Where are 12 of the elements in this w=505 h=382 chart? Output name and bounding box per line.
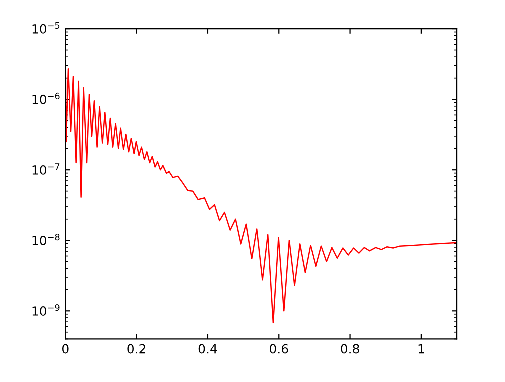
- y-tick-label: 10$^{−7}$: [32, 164, 60, 175]
- y-tick-label: 10$^{−8}$: [32, 234, 60, 246]
- y-tick-label: 10$^{−9}$: [32, 304, 60, 316]
- x-tick-label: 1: [418, 344, 424, 354]
- line-series: [66, 40, 458, 324]
- x-tick-label: 0.8: [341, 344, 360, 354]
- x-tick-label: 0.4: [198, 344, 218, 354]
- y-tick-label: 10$^{−5}$: [32, 22, 60, 34]
- y-tick-label: 10$^{−6}$: [32, 92, 60, 104]
- x-tick-label: 0.6: [270, 344, 288, 354]
- x-tick-label: 0: [62, 344, 69, 354]
- x-tick-label: 0.2: [128, 344, 146, 354]
